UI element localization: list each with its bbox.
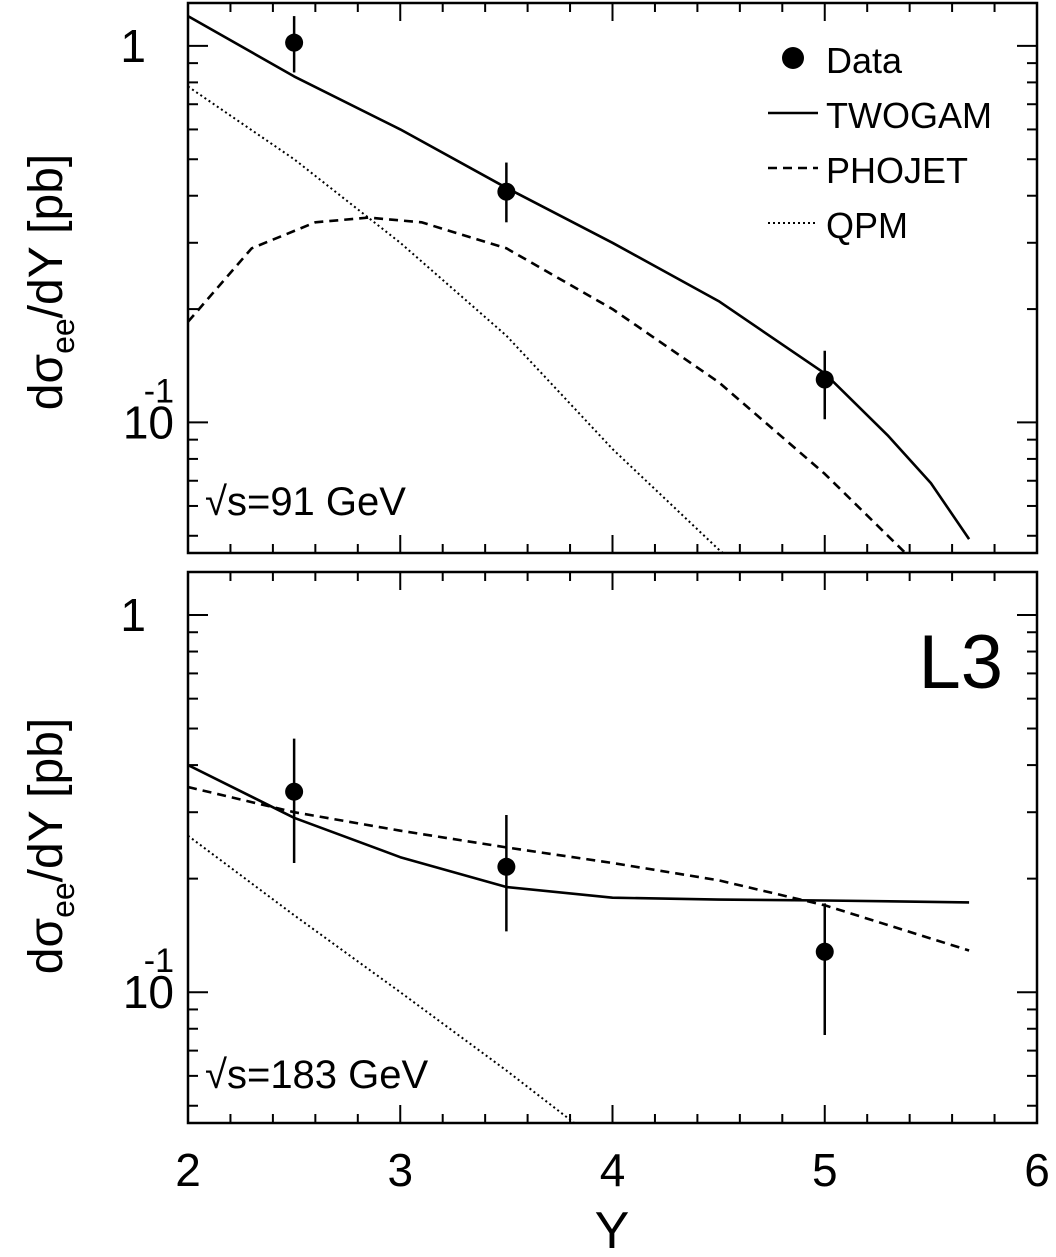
legend-marker-data [782, 47, 804, 69]
x-axis-labels: 2 3 4 5 6 [175, 1144, 1050, 1196]
y-tick-label: 1 [120, 589, 146, 641]
series-phojet-top [188, 216, 907, 553]
x-axis-title: Y [595, 1202, 630, 1257]
energy-annotation-top: √s=91 GeV [205, 480, 406, 524]
bottom-panel: dσee/dY [pb] √s=183 GeV L3 1 10-1 [20, 570, 1039, 1125]
legend: Data TWOGAM PHOJET QPM [768, 40, 992, 246]
x-tick-label: 4 [600, 1144, 626, 1196]
data-point [285, 782, 304, 801]
legend-label-data: Data [826, 40, 903, 81]
ylabel-top: dσee/dY [pb] [20, 154, 81, 411]
y-tick-label-exponent: -1 [144, 942, 174, 980]
x-tick-label: 6 [1024, 1144, 1050, 1196]
data-point [815, 370, 834, 389]
series-qpm-top [188, 85, 724, 553]
x-tick-label: 5 [812, 1144, 838, 1196]
legend-label-qpm: QPM [826, 205, 908, 246]
y-tick-label: 10 [123, 966, 174, 1018]
y-tick-label: 1 [120, 20, 146, 72]
series-twogam-top [188, 14, 971, 540]
y-tick-label-exponent: -1 [144, 372, 174, 410]
data-point [815, 942, 834, 961]
x-tick-label: 3 [387, 1144, 413, 1196]
plot-frame-top [186, 1, 1039, 555]
plot-frame-bottom [186, 570, 1039, 1125]
x-tick-label: 2 [175, 1144, 201, 1196]
data-point [497, 182, 516, 201]
legend-label-twogam: TWOGAM [826, 95, 992, 136]
energy-annotation-bottom: √s=183 GeV [205, 1053, 429, 1097]
series-phojet-bottom [188, 785, 970, 952]
legend-label-phojet: PHOJET [826, 150, 968, 191]
ylabel-bottom: dσee/dY [pb] [20, 718, 81, 975]
y-tick-label: 10 [123, 396, 174, 448]
series-twogam-bottom [188, 763, 970, 904]
top-panel: dσee/dY [pb] √s=91 GeV 1 10-1 Data TWOGAM PH… [20, 1, 1039, 555]
experiment-label: L3 [918, 620, 1003, 705]
data-point [497, 857, 516, 876]
data-point [285, 33, 304, 52]
